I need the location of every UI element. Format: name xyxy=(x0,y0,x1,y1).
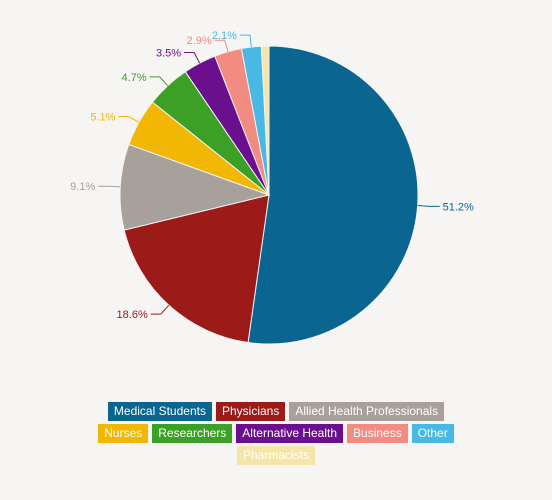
legend-item-business[interactable]: Business xyxy=(347,424,408,443)
legend-item-alternative-health[interactable]: Alternative Health xyxy=(236,424,344,443)
data-label-other: 2.1% xyxy=(212,30,237,42)
data-label-medical-students: 51.2% xyxy=(443,201,474,213)
legend-item-other[interactable]: Other xyxy=(411,424,454,443)
pie-slice-allied-health-professionals[interactable] xyxy=(119,143,271,231)
leader-line-business xyxy=(214,39,229,52)
pie-chart-svg: 51.2% 18.6% 9.1% 5.1% 4.7% 3.5% 2.9% 2.1% xyxy=(70,30,474,345)
legend-item-pharmacists[interactable]: Pharmacists xyxy=(236,446,316,465)
data-label-researchers: 4.7% xyxy=(122,72,147,84)
data-label-business: 2.9% xyxy=(187,35,212,47)
data-label-alternative-health: 3.5% xyxy=(156,47,181,59)
data-label-allied-health-professionals: 9.1% xyxy=(70,181,95,193)
legend-item-allied-health-professionals[interactable]: Allied Health Professionals xyxy=(289,402,445,421)
chart-legend: Medical Students Physicians Allied Health … xyxy=(0,402,552,465)
pie-slice-medical-students[interactable] xyxy=(247,45,419,345)
leader-line-alternative-health xyxy=(184,51,201,64)
legend-row: Pharmacists xyxy=(236,446,316,465)
data-label-physicians: 18.6% xyxy=(117,309,148,321)
legend-item-nurses[interactable]: Nurses xyxy=(98,424,149,443)
leader-line-physicians xyxy=(150,304,170,315)
pie-slice-physicians[interactable] xyxy=(123,194,270,344)
leader-line-nurses xyxy=(118,115,140,123)
leader-line-researchers xyxy=(149,76,169,87)
legend-row: Medical Students Physicians Allied Health … xyxy=(107,402,445,421)
data-label-nurses: 5.1% xyxy=(90,111,115,123)
legend-item-physicians[interactable]: Physicians xyxy=(215,402,286,421)
pie-slice-pharmacists[interactable] xyxy=(260,45,270,196)
leader-line-medical-students xyxy=(417,205,440,207)
leader-line-other xyxy=(239,34,252,48)
legend-item-medical-students[interactable]: Medical Students xyxy=(107,402,212,421)
legend-item-researchers[interactable]: Researchers xyxy=(152,424,233,443)
legend-row: Nurses Researchers Alternative Health Busin… xyxy=(98,424,454,443)
leader-line-allied-health-professionals xyxy=(98,185,121,188)
